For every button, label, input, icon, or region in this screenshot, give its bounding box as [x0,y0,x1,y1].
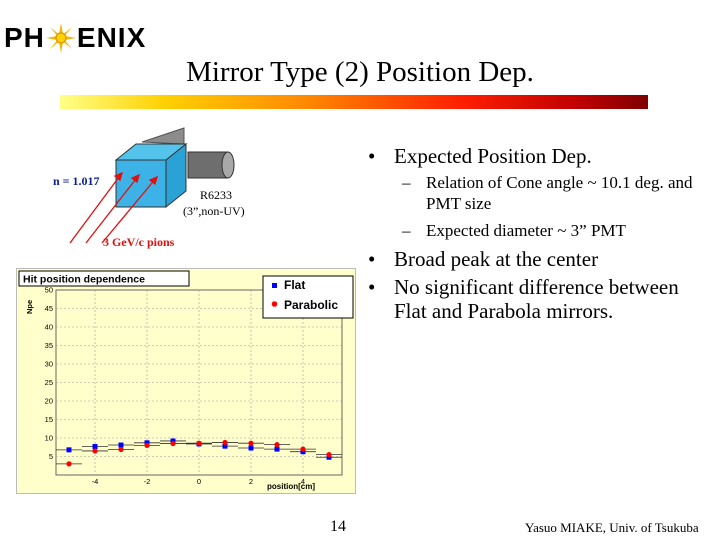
radiator-box [115,159,167,208]
phenix-logo: PH ENIX [4,20,146,54]
y-tick-label: 5 [49,452,53,461]
bullet-text: Expected Position Dep. [394,144,592,168]
x-tick-label: 2 [249,477,253,486]
y-tick-label: 35 [45,341,53,350]
bullet-list: • Expected Position Dep. – Relation of Con… [366,144,706,327]
pmt-desc-label: (3”,non-UV) [183,204,245,218]
pmt-name-label: R6233 [200,188,232,202]
y-tick-label: 45 [45,304,53,313]
bullet-item: • No significant difference between Flat … [368,275,679,323]
page-number: 14 [330,518,346,535]
parabolic-point [326,452,332,458]
y-tick-label: 20 [45,397,53,406]
sub-bullet-item: – Relation of Cone angle ~ 10.1 deg. and … [402,173,693,213]
flat-point [274,446,280,452]
y-tick-label: 30 [45,360,53,369]
legend-parabolic-marker [271,301,278,307]
y-tick-label: 50 [45,286,53,295]
x-axis-label: position[cm] [267,482,315,491]
plot-legend: Flat Parabolic [262,275,354,319]
parabolic-point [118,446,124,453]
bullet-text: Broad peak at the center [394,247,599,271]
y-axis-label: Npe [25,300,34,314]
plot-title-box: Hit position dependence [18,270,190,287]
y-tick-label: 25 [45,378,53,387]
parabolic-point [170,440,176,447]
index-label: n = 1.017 [53,174,100,188]
parabolic-point [144,442,150,448]
mirror [141,127,185,145]
y-tick-label: 40 [45,323,53,332]
flat-point [92,444,98,450]
x-tick-label: -4 [92,477,99,486]
bullet-item: • Expected Position Dep. [368,144,592,168]
pion-tracks [69,171,159,244]
sub-bullet-text: Relation of Cone angle ~ 10.1 deg. and P… [426,173,693,213]
parabolic-point [248,440,254,446]
legend-flat-label: Flat [284,278,305,292]
parabolic-point [66,461,72,467]
flat-point [66,447,72,453]
parabolic-point [222,439,228,446]
sub-bullet-item: – Expected diameter ~ 3” PMT [402,221,626,240]
plot-grid [56,290,342,475]
parabolic-point [92,448,98,454]
flat-point [248,445,254,451]
y-tick-label: 10 [45,434,53,443]
slide-title: Mirror Type (2) Position Dep. [186,56,534,88]
detector-diagram: n = 1.017 R6233 (3”,non-UV) 3 GeV/c pion… [53,127,245,249]
sub-bullet-text: Expected diameter ~ 3” PMT [426,221,626,240]
bullet-item: • Broad peak at the center [368,247,599,271]
parabolic-point [274,442,280,448]
x-tick-label: -2 [144,477,151,486]
sun-icon [45,22,76,53]
plot-title: Hit position dependence [23,274,145,286]
legend-flat-marker [272,283,277,288]
parabolic-point [196,440,202,446]
flat-point [222,443,228,449]
beam-label: 3 GeV/c pions [103,235,175,249]
parabolic-point [300,446,306,452]
legend-parabolic-label: Parabolic [284,298,338,312]
bullet-text: No significant difference between Flat a… [394,275,679,323]
logo-text-prefix: PH [4,21,45,53]
flat-point [118,442,124,448]
pmt-face [221,151,235,179]
author-footer: Yasuo MIAKE, Univ. of Tsukuba [525,520,699,535]
data-points [66,438,332,467]
logo-text-suffix: ENIX [76,21,147,53]
title-underline-bar [60,95,648,109]
y-tick-label: 15 [45,415,53,424]
x-tick-label: 4 [301,477,305,486]
x-tick-label: 0 [197,477,201,486]
